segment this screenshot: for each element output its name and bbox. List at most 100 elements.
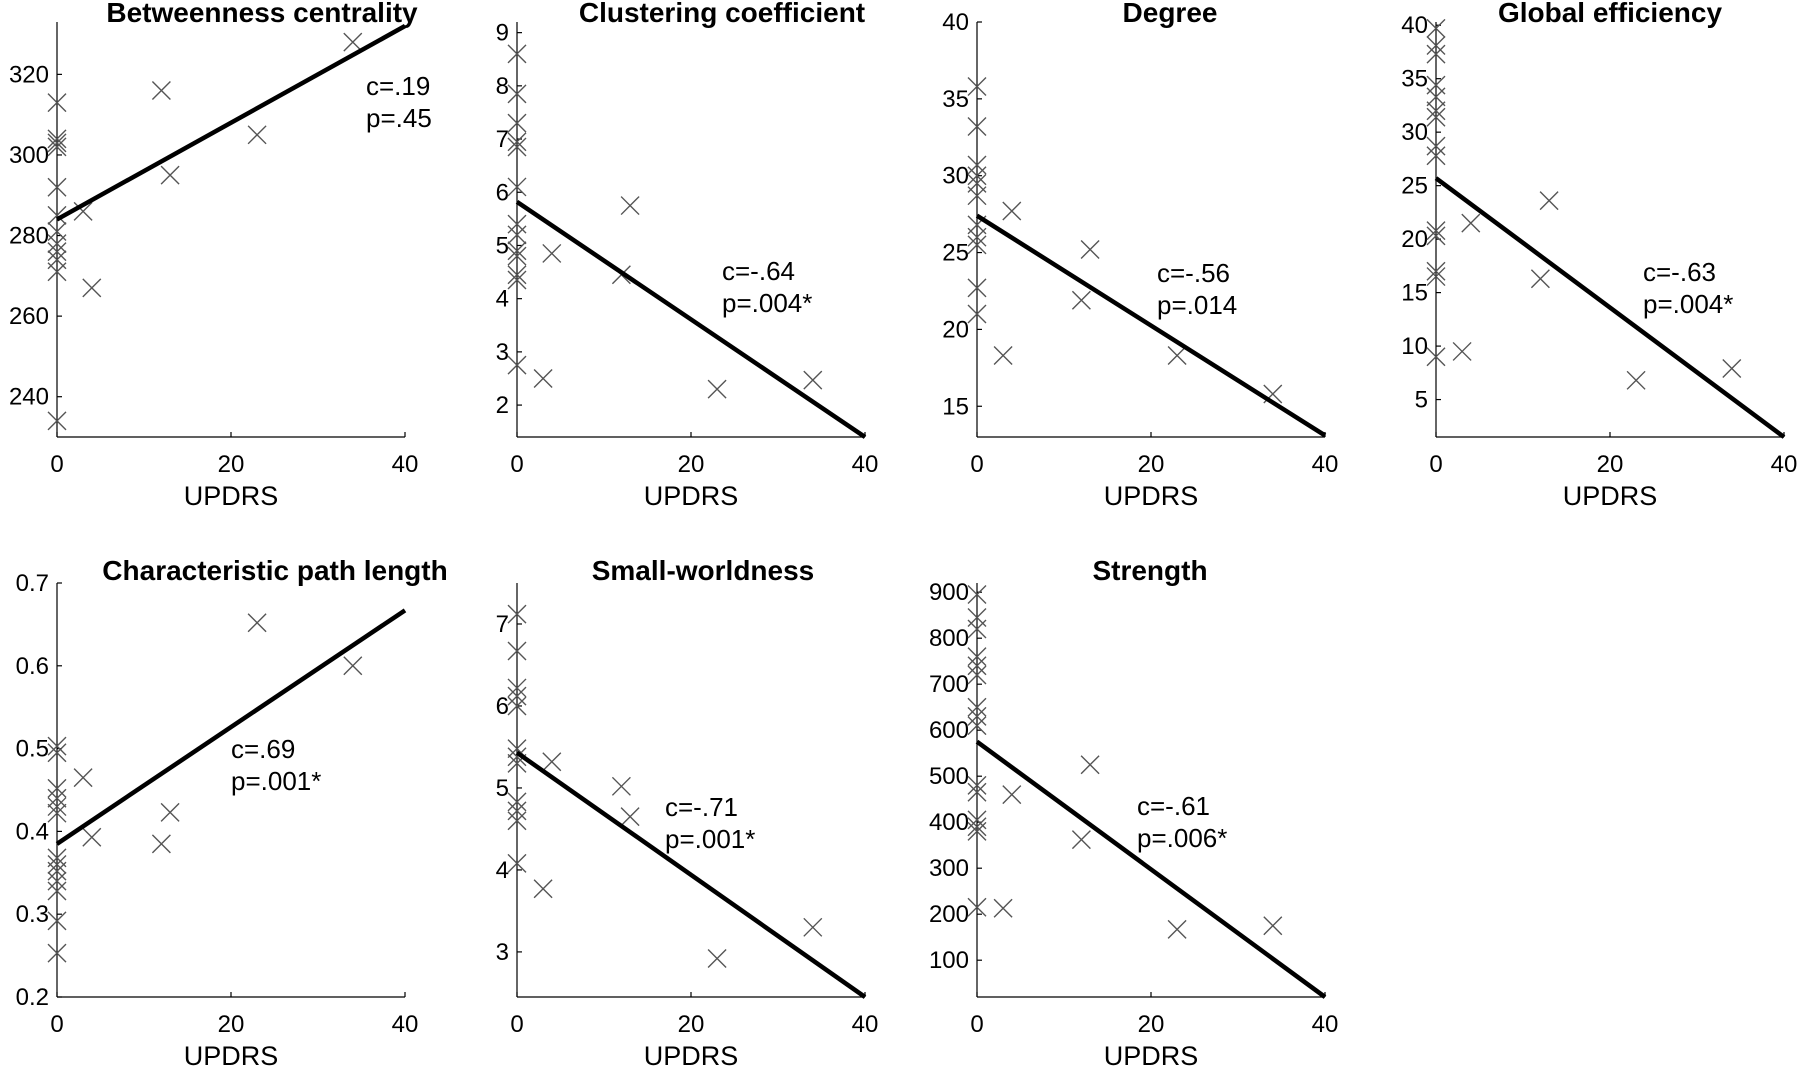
panel-2-data-point	[507, 225, 527, 245]
panel-2-x-tick-label: 20	[678, 451, 705, 478]
panel-7-fit-line	[975, 739, 1327, 999]
panel-5-fit-line	[55, 608, 407, 846]
panel-3-data-point	[967, 278, 987, 298]
panel-2-y-tick-label: 8	[496, 73, 509, 100]
panel-7-data-point	[967, 775, 987, 795]
panel-7-correlation-label: c=-.61	[1137, 791, 1210, 821]
panel-7-x-tick-label: 0	[970, 1011, 983, 1038]
panel-7-data-point	[967, 608, 987, 627]
panel-4: Global efficiency 5 10 15 20 25 30 35 40 0 20 40 UPD…	[1401, 0, 1797, 511]
panel-2-data-point	[507, 214, 527, 234]
panel-2-x-tick-label: 0	[510, 451, 523, 478]
panel-7-data-point	[1263, 916, 1283, 936]
panel-1-data-point	[47, 177, 67, 197]
panel-5-y-tick-label: 0.6	[16, 653, 49, 680]
panel-2-data-point	[507, 132, 527, 152]
panel-6-data-point	[507, 604, 527, 624]
panel-1-data-point	[47, 222, 67, 242]
panel-4-data-point	[1426, 226, 1446, 246]
panel-1-p-value-label: p=.45	[366, 103, 432, 133]
panel-2-data-point	[620, 196, 640, 216]
panel-3-y-tick-label: 20	[942, 316, 969, 343]
panel-5-data-point	[47, 943, 67, 963]
panel-3-y-tick-label: 15	[942, 393, 969, 420]
panel-2-y-tick-label: 4	[496, 286, 509, 313]
panel-4-data-point	[1426, 75, 1446, 95]
panel-7-y-tick-label: 600	[929, 717, 969, 744]
panel-4-data-point	[1426, 347, 1446, 367]
panel-3-x-tick-label: 0	[970, 451, 983, 478]
panel-6-x-tick-label: 0	[510, 1011, 523, 1038]
panel-5-p-value-label: p=.001*	[231, 766, 321, 796]
panel-6-data-point	[507, 801, 527, 821]
panel-5-correlation-label: c=.69	[231, 734, 295, 764]
panel-7-data-point	[967, 817, 987, 837]
panel-3-y-tick-label: 40	[942, 9, 969, 36]
panel-1: Betweenness centrality 240 260 280 300 320 0 20…	[9, 0, 432, 511]
panel-2-data-point	[507, 246, 527, 266]
panel-2-data-point	[507, 177, 527, 197]
panel-1-data-point	[47, 242, 67, 262]
panel-4-x-tick-label: 0	[1429, 451, 1442, 478]
panel-4-data-point	[1426, 221, 1446, 241]
panel-3-data-point	[967, 173, 987, 193]
panel-2-y-tick-label: 6	[496, 179, 509, 206]
panel-3-x-tick-label: 40	[1312, 451, 1339, 478]
panel-5-data-point	[47, 871, 67, 891]
panel-4-y-tick-label: 30	[1401, 119, 1428, 146]
panel-2-y-tick-label: 3	[496, 339, 509, 366]
panel-3-data-point	[993, 346, 1013, 366]
panel-4-y-tick-label: 25	[1401, 173, 1428, 200]
panel-6-y-tick-label: 7	[496, 611, 509, 638]
panel-3-fit-line	[975, 213, 1327, 438]
panel-4-y-tick-label: 15	[1401, 280, 1428, 307]
panel-6: Small-worldness 3 4 5 6 7 0 20 40 UPDRS c=-.71p=.0…	[496, 555, 879, 1066]
panel-7-data-point	[1071, 830, 1091, 850]
panel-7-x-label: UPDRS	[1104, 1041, 1199, 1066]
panel-6-y-tick-label: 4	[496, 857, 509, 884]
panel-4-data-point	[1722, 359, 1742, 379]
panel-1-data-point	[47, 137, 67, 157]
panel-6-title: Small-worldness	[592, 555, 815, 586]
panel-5-y-tick-label: 0.2	[16, 984, 49, 1011]
panel-5: Characteristic path length 0.2 0.3 0.4 0.5 0.…	[16, 555, 448, 1066]
panel-7-y-tick-label: 100	[929, 947, 969, 974]
panel-4-title: Global efficiency	[1498, 0, 1722, 28]
panel-4-data-point	[1461, 213, 1481, 233]
panel-2-y-tick-label: 9	[496, 20, 509, 47]
panel-1-x-tick-label: 20	[218, 451, 245, 478]
panel-4-fit-line	[1434, 176, 1786, 439]
panel-5-data-point	[247, 613, 267, 633]
panel-2-y-tick-label: 5	[496, 232, 509, 259]
panel-3-p-value-label: p=.014	[1157, 290, 1237, 320]
panel-6-fit-line	[515, 750, 867, 999]
panel-5-data-point	[47, 911, 67, 931]
panel-2-x-tick-label: 40	[852, 451, 879, 478]
panel-7-y-tick-label: 400	[929, 809, 969, 836]
panel-6-correlation-label: c=-.71	[665, 792, 738, 822]
panel-7-data-point	[967, 782, 987, 802]
panel-3-y-tick-label: 30	[942, 163, 969, 190]
panel-6-data-point	[507, 792, 527, 812]
panel-3-x-label: UPDRS	[1104, 481, 1199, 511]
panel-1-data-point	[47, 250, 67, 270]
panel-3-y-tick-label: 35	[942, 86, 969, 113]
panel-5-data-point	[47, 861, 67, 881]
panel-3-y-tick-label: 25	[942, 240, 969, 267]
panel-4-data-point	[1426, 36, 1446, 56]
panel-2-data-point	[507, 44, 527, 64]
panel-7-data-point	[967, 665, 987, 685]
panel-1-fit-line	[55, 24, 407, 222]
panel-4-y-tick-label: 35	[1401, 66, 1428, 93]
panel-6-data-point	[803, 917, 823, 937]
panel-2-data-point	[507, 241, 527, 261]
panel-3-data-point	[967, 155, 987, 175]
panel-4-data-point	[1426, 146, 1446, 166]
panel-4-data-point	[1426, 18, 1446, 38]
panel-4-y-tick-label: 40	[1401, 12, 1428, 39]
panel-6-x-label: UPDRS	[644, 1041, 739, 1066]
panel-2-data-point	[507, 355, 527, 375]
panel-5-data-point	[47, 855, 67, 875]
panel-7-data-point	[967, 716, 987, 736]
panel-1-y-tick-label: 320	[9, 61, 49, 88]
